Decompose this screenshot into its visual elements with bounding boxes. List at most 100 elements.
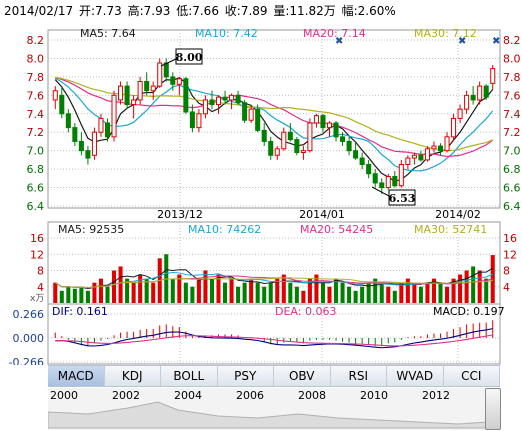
high-price-value: 8.00 — [176, 51, 203, 64]
volume-bar — [183, 282, 188, 303]
price-y-tick: 7.0 — [27, 145, 45, 158]
candle — [91, 127, 97, 160]
candle-body — [294, 139, 300, 154]
candle — [189, 104, 195, 133]
price-ma5-label: MA5: 7.64 — [80, 27, 136, 40]
tab-boll[interactable]: BOLL — [161, 366, 218, 386]
tab-obv[interactable]: OBV — [274, 366, 331, 386]
volume-bar — [353, 290, 358, 303]
macd-value-label: MACD: 0.197 — [433, 305, 505, 318]
candle — [65, 109, 71, 133]
candle-body — [150, 85, 156, 92]
event-marker-icon[interactable]: ✖ — [335, 36, 343, 47]
macd-y-axis: 0.266 0.000 -0.266 — [9, 308, 44, 365]
tab-rsi[interactable]: RSI — [330, 366, 387, 386]
candle — [411, 152, 417, 165]
candle — [59, 86, 65, 119]
volume-bar — [229, 278, 234, 303]
volume-bar — [53, 282, 58, 303]
price-y-tick-right: 7.2 — [503, 126, 521, 139]
candle-body — [215, 96, 222, 106]
price-y-tick: 6.6 — [27, 182, 45, 195]
candle-body — [222, 96, 228, 101]
volume-bar — [196, 278, 201, 303]
candle-body — [65, 113, 71, 129]
event-marker-icon[interactable]: ✖ — [492, 36, 500, 47]
volume-bar — [105, 286, 110, 303]
volume-bar — [262, 286, 267, 303]
volume-bar — [98, 278, 103, 303]
candle-body — [52, 90, 58, 101]
quote-header: 2014/02/17 开:7.73 高:7.93 低:7.66 收:7.89 量… — [4, 2, 398, 19]
volume-y-tick: 4 — [37, 281, 44, 294]
volume-bar — [151, 282, 156, 303]
candle-body — [91, 131, 97, 156]
tab-kdj[interactable]: KDJ — [104, 366, 161, 386]
volume-bar — [320, 282, 325, 303]
tab-cci[interactable]: CCI — [443, 366, 500, 386]
timeline-overview: 2000 2002 2004 2006 2008 2010 2012 — [48, 389, 488, 429]
quote-open: 开:7.73 — [79, 4, 122, 18]
candle-body — [59, 94, 65, 115]
candle — [274, 146, 280, 160]
candle-body — [477, 85, 483, 101]
volume-bar — [288, 282, 293, 303]
candle — [359, 152, 365, 170]
candle — [405, 155, 411, 170]
volume-bar — [236, 286, 241, 303]
candle-body — [202, 99, 208, 115]
candle — [490, 64, 496, 90]
candle — [137, 76, 143, 105]
timeline-year-label: 2012 — [422, 389, 450, 402]
candle-body — [359, 157, 365, 166]
quote-change: 幅:2.60% — [341, 4, 396, 18]
tab-psy[interactable]: PSY — [217, 366, 274, 386]
vol-ma10-label: MA10: 74262 — [188, 223, 261, 236]
volume-bar — [131, 282, 136, 303]
candle — [457, 104, 463, 123]
candle — [111, 90, 117, 142]
candle-body — [98, 117, 104, 133]
candle — [255, 104, 261, 133]
price-y-tick: 8.2 — [27, 34, 45, 47]
volume-bar — [445, 286, 450, 303]
candle — [157, 58, 163, 88]
volume-bar — [399, 282, 404, 303]
timeline-range-handle[interactable] — [485, 388, 501, 430]
price-y-tick-right: 7.8 — [503, 71, 521, 84]
vol-ma20-label: MA20: 54245 — [300, 223, 373, 236]
volume-bar — [347, 286, 352, 303]
volume-bar — [418, 286, 423, 303]
volume-y-tick-right: 8 — [503, 265, 510, 278]
volume-y-tick-right: 16 — [503, 232, 517, 245]
candle-body — [176, 78, 182, 85]
price-y-axis: 8.2 8.2 8.0 8.0 7.8 7.8 7.6 7.6 7.4 7.4 7.2 7.2 7.0 7… — [27, 34, 521, 213]
timeline-year-label: 2010 — [360, 389, 388, 402]
volume-y-tick: 12 — [30, 248, 44, 261]
candle — [483, 84, 489, 100]
candle-body — [411, 154, 417, 159]
candle — [150, 81, 156, 100]
candle-body — [307, 122, 313, 152]
volume-bar — [360, 286, 365, 303]
candle-body — [320, 115, 326, 129]
history-timeline[interactable]: 2000 2002 2004 2006 2008 2010 2012 — [48, 388, 488, 430]
price-panel-frame — [47, 29, 501, 209]
candle-body — [405, 157, 411, 166]
event-marker-icon[interactable]: ✖ — [458, 36, 466, 47]
volume-unit-label: x万 — [30, 294, 44, 304]
macd-lines — [55, 328, 493, 349]
candle — [78, 132, 84, 156]
volume-bar — [138, 274, 143, 303]
candle — [464, 90, 470, 114]
kline-chart[interactable]: MA5: 7.64 MA10: 7.42 MA20: 7.14 MA30: 7.… — [0, 0, 522, 365]
candle — [437, 143, 444, 156]
tab-wvad[interactable]: WVAD — [387, 366, 444, 386]
candle-body — [72, 127, 78, 142]
macd-y-tick: 0.266 — [13, 308, 45, 321]
volume-bar — [216, 274, 221, 303]
candle-body — [418, 154, 424, 161]
tab-macd[interactable]: MACD — [48, 366, 105, 386]
volume-bar — [118, 266, 123, 303]
volume-y-tick-right: 4 — [503, 281, 510, 294]
